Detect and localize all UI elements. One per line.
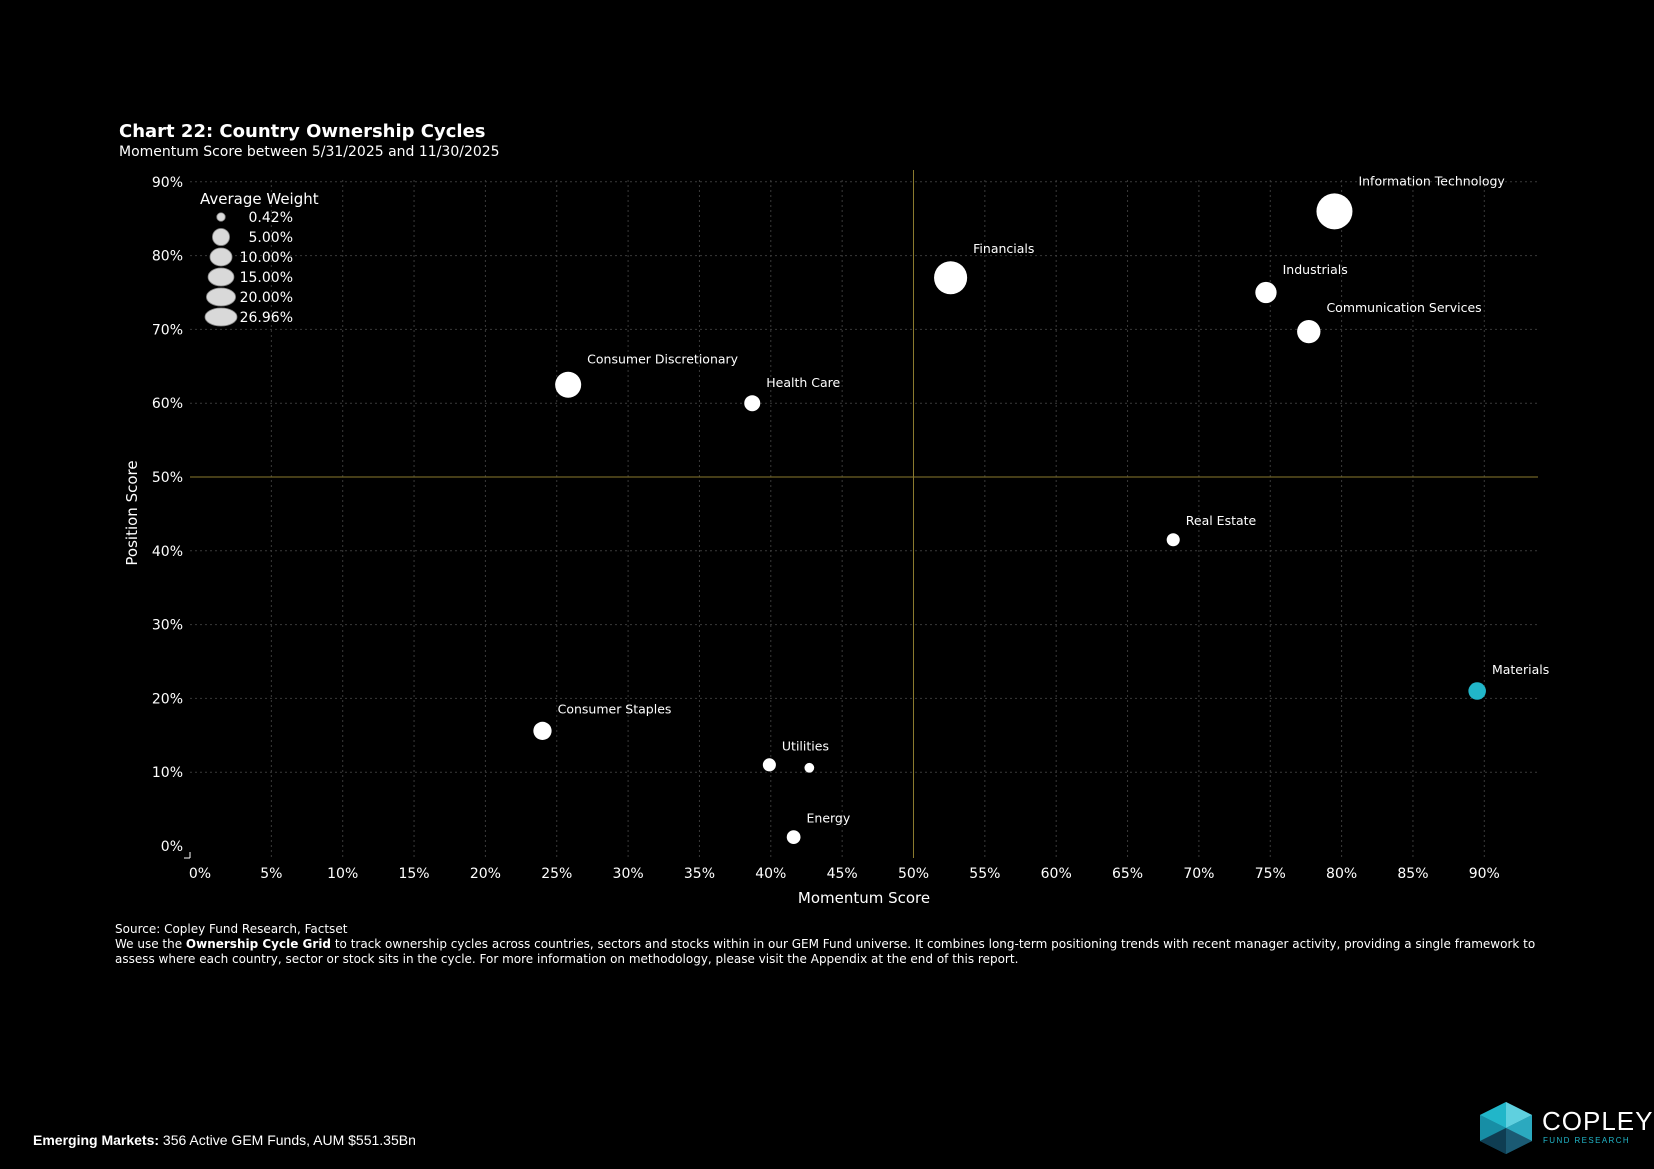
legend-label: 26.96%: [240, 310, 293, 326]
x-tick-label: 90%: [1469, 866, 1500, 882]
x-tick-label: 5%: [260, 866, 282, 882]
x-tick-label: 75%: [1255, 866, 1286, 882]
y-tick-label: 90%: [152, 175, 183, 191]
x-tick-label: 35%: [684, 866, 715, 882]
logo-icon: [1480, 1102, 1532, 1154]
x-tick-label: 25%: [541, 866, 572, 882]
copley-logo: COPLEY FUND RESEARCH: [1476, 1100, 1653, 1156]
y-tick-label: 20%: [152, 691, 183, 707]
data-point-label: Real Estate: [1186, 513, 1257, 528]
data-point: [533, 721, 552, 741]
y-tick-label: 80%: [152, 249, 183, 265]
methodology-bold: Ownership Cycle Grid: [185, 937, 332, 951]
x-tick-label: 50%: [898, 866, 929, 882]
y-axis-label: Position Score: [123, 460, 141, 565]
x-tick-label: 55%: [969, 866, 1000, 882]
legend-label: 20.00%: [240, 290, 293, 306]
footnote: Source: Copley Fund Research, Factset We…: [115, 922, 1545, 967]
legend-size-marker: [207, 267, 235, 287]
x-tick-label: 40%: [755, 866, 786, 882]
legend-size-marker: [204, 307, 238, 327]
data-point-label: Consumer Staples: [558, 702, 672, 717]
footer-fund-summary: 356 Active GEM Funds, AUM $551.35Bn: [159, 1132, 416, 1148]
y-tick-label: 60%: [152, 396, 183, 412]
data-point: [1166, 533, 1180, 547]
y-tick-label: 10%: [152, 765, 183, 781]
legend-title: Average Weight: [200, 190, 319, 208]
chart-title: Chart 22: Country Ownership Cycles: [119, 121, 486, 142]
y-tick-label: 0%: [161, 839, 183, 855]
x-tick-label: 20%: [470, 866, 501, 882]
data-point-label: Information Technology: [1358, 173, 1505, 188]
x-tick-label: 85%: [1397, 866, 1428, 882]
data-point-label: Utilities: [782, 738, 829, 753]
logo-name: COPLEY: [1542, 1106, 1654, 1136]
methodology-text-continued: to track ownership cycles across countri…: [115, 937, 1536, 966]
x-tick-label: 15%: [398, 866, 429, 882]
y-tick-label: 70%: [152, 322, 183, 338]
legend-label: 5.00%: [249, 230, 293, 246]
data-point-label: Industrials: [1283, 262, 1348, 277]
legend-label: 15.00%: [240, 270, 293, 286]
methodology-text: We use the: [115, 937, 186, 951]
x-tick-label: 0%: [189, 866, 211, 882]
data-point: [1468, 682, 1486, 700]
data-point: [1255, 281, 1277, 304]
x-tick-label: 60%: [1041, 866, 1072, 882]
y-tick-label: 40%: [152, 544, 183, 560]
legend-size-marker: [212, 228, 230, 246]
data-point-label: Materials: [1492, 662, 1549, 677]
data-point: [934, 261, 968, 295]
legend-label: 0.42%: [249, 210, 293, 226]
data-point-label: Energy: [807, 810, 851, 825]
data-point: [786, 830, 801, 845]
data-point: [1316, 193, 1353, 230]
y-tick-label: 50%: [152, 470, 183, 486]
data-point-label: Health Care: [766, 375, 840, 390]
data-point: [804, 762, 815, 773]
legend-size-marker: [206, 287, 236, 307]
x-axis-label: Momentum Score: [798, 889, 930, 907]
data-point-label: Communication Services: [1326, 300, 1481, 315]
legend-label: 10.00%: [240, 250, 293, 266]
x-tick-label: 45%: [827, 866, 858, 882]
data-point-label: Financials: [973, 241, 1034, 256]
methodology-note: We use the Ownership Cycle Grid to track…: [115, 937, 1545, 967]
x-tick-label: 10%: [327, 866, 358, 882]
legend-size-marker: [216, 212, 226, 222]
x-tick-label: 65%: [1112, 866, 1143, 882]
data-point: [762, 758, 776, 772]
y-tick-label: 30%: [152, 618, 183, 634]
data-point: [744, 395, 761, 412]
source-note: Source: Copley Fund Research, Factset: [115, 922, 348, 936]
chart-subtitle: Momentum Score between 5/31/2025 and 11/…: [119, 144, 500, 160]
data-point: [1297, 319, 1321, 344]
data-point-label: Consumer Discretionary: [587, 352, 738, 367]
x-tick-label: 30%: [613, 866, 644, 882]
legend-size-marker: [209, 247, 233, 267]
logo-tagline: FUND RESEARCH: [1543, 1136, 1631, 1145]
footer-region: Emerging Markets:: [33, 1132, 160, 1148]
x-tick-label: 80%: [1326, 866, 1357, 882]
data-point: [555, 371, 582, 398]
x-tick-label: 70%: [1183, 866, 1214, 882]
footer-summary: Emerging Markets: 356 Active GEM Funds, …: [33, 1132, 416, 1148]
